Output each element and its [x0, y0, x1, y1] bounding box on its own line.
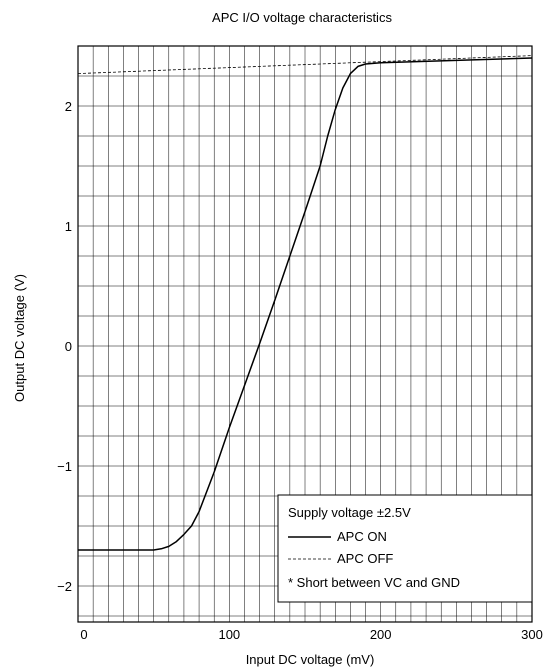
x-tick-label: 300: [521, 627, 543, 642]
legend-box: [277, 494, 533, 603]
legend: Supply voltage ±2.5V APC ON APC OFF * Sh…: [277, 494, 533, 603]
y-tick-label: 2: [65, 99, 72, 114]
y-tick-label: 0: [65, 339, 72, 354]
legend-note: * Short between VC and GND: [288, 575, 460, 590]
x-tick-label: 0: [80, 627, 87, 642]
y-tick-label: 1: [65, 219, 72, 234]
series-line-apc-off: [77, 55, 533, 74]
y-tick-label: −2: [57, 579, 72, 594]
y-axis-title: Output DC voltage (V): [12, 274, 27, 402]
legend-header: Supply voltage ±2.5V: [288, 505, 411, 520]
y-tick-labels: 2 1 0 −1 −2: [57, 99, 72, 594]
chart-title: APC I/O voltage characteristics: [212, 10, 392, 25]
series-layer: [77, 55, 533, 551]
y-tick-label: −1: [57, 459, 72, 474]
plot-frame: [77, 45, 533, 623]
legend-label-apc-off: APC OFF: [337, 551, 393, 566]
legend-label-apc-on: APC ON: [337, 529, 387, 544]
x-tick-label: 200: [370, 627, 392, 642]
series-line-apc-on: [78, 57, 533, 551]
x-tick-labels: 0 100 200 300: [80, 627, 542, 642]
x-tick-label: 100: [218, 627, 240, 642]
x-axis-title: Input DC voltage (mV): [246, 652, 375, 667]
